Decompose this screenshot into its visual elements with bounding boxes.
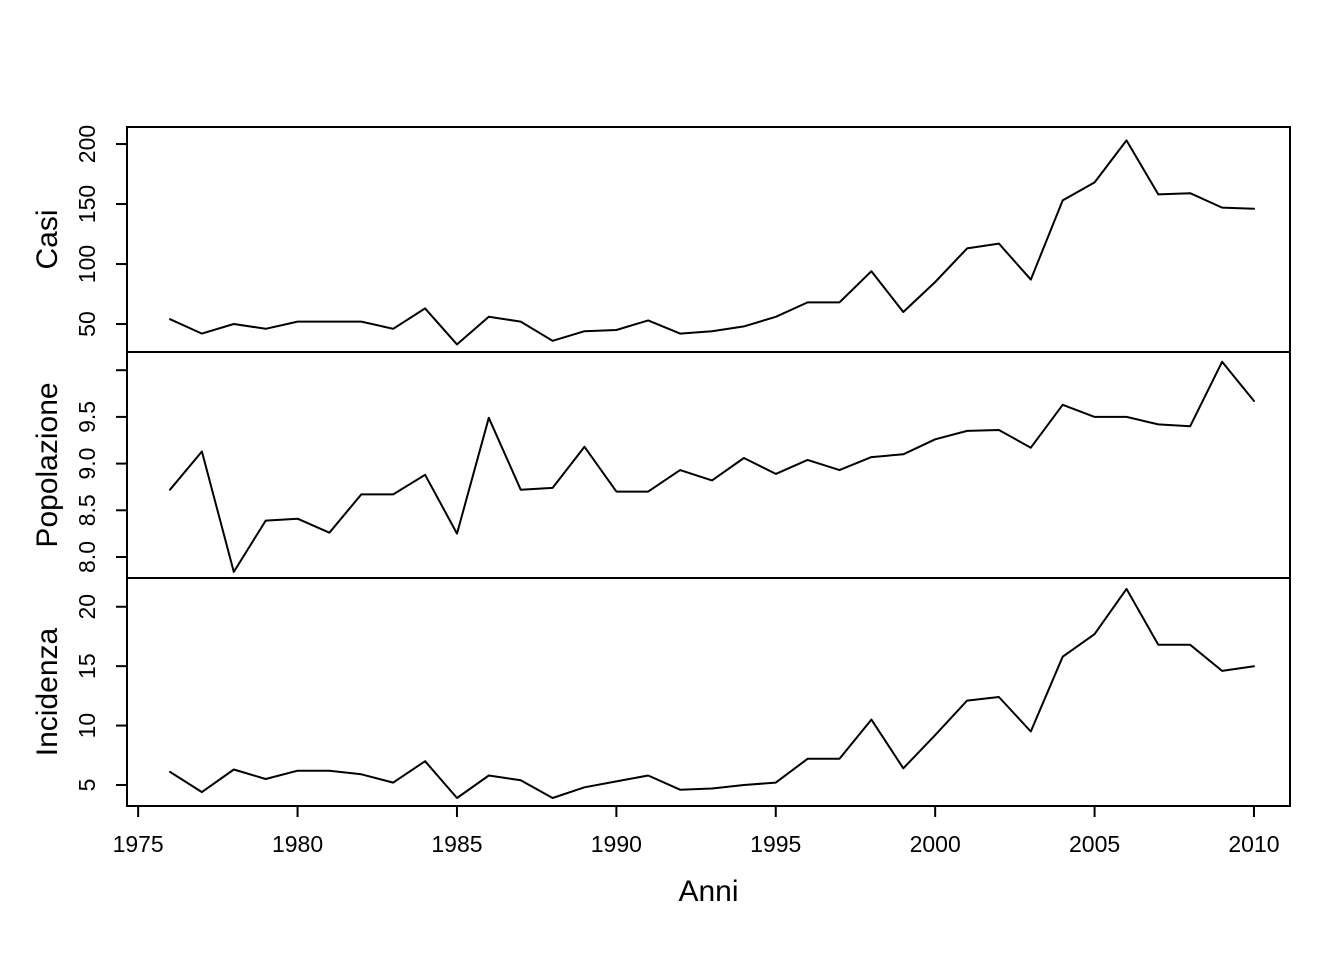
x-tick-label: 1990 bbox=[591, 831, 642, 857]
y-tick-label-popolazione: 9.5 bbox=[74, 401, 100, 433]
x-tick-label: 1980 bbox=[272, 831, 323, 857]
x-axis-title: Anni bbox=[678, 875, 738, 908]
x-tick-label: 2000 bbox=[910, 831, 961, 857]
x-tick-label: 1995 bbox=[750, 831, 801, 857]
y-tick-label-incidenza: 10 bbox=[74, 713, 100, 739]
series-line-popolazione bbox=[169, 360, 1255, 573]
y-tick-label-casi: 50 bbox=[74, 311, 100, 337]
y-axis-title-incidenza: Incidenza bbox=[31, 627, 64, 756]
series-line-incidenza bbox=[169, 587, 1255, 799]
y-tick-label-popolazione: 8.5 bbox=[74, 494, 100, 526]
y-axis-title-popolazione: Popolazione bbox=[31, 382, 64, 547]
y-axis-title-casi: Casi bbox=[31, 209, 64, 269]
y-tick-label-casi: 150 bbox=[74, 185, 100, 223]
y-tick-label-casi: 100 bbox=[74, 245, 100, 283]
x-tick-label: 2010 bbox=[1228, 831, 1279, 857]
x-tick-label: 1975 bbox=[113, 831, 164, 857]
x-tick-label: 1985 bbox=[431, 831, 482, 857]
panel-box-incidenza bbox=[126, 577, 1291, 807]
y-tick-label-incidenza: 20 bbox=[74, 594, 100, 620]
y-tick-label-popolazione: 8.0 bbox=[74, 541, 100, 573]
y-tick-label-casi: 200 bbox=[74, 125, 100, 163]
series-line-casi bbox=[169, 139, 1255, 346]
x-tick-label: 2005 bbox=[1069, 831, 1120, 857]
y-tick-label-incidenza: 5 bbox=[74, 779, 100, 792]
y-tick-label-incidenza: 15 bbox=[74, 653, 100, 679]
y-tick-label-popolazione: 9.0 bbox=[74, 448, 100, 480]
